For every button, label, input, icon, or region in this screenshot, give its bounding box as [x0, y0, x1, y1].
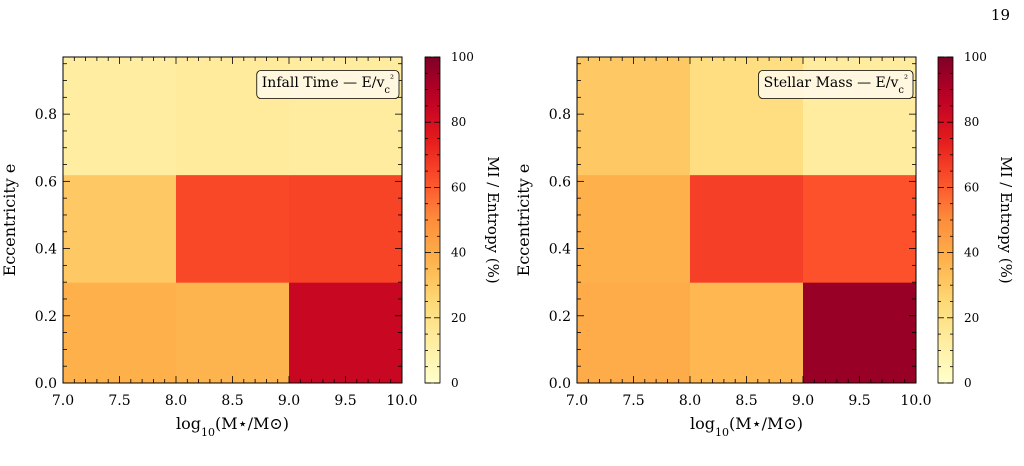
colorbar-tick-label: 40 [964, 246, 979, 260]
y-tick-label: 0.6 [549, 174, 571, 190]
colorbar-tick-label: 100 [451, 50, 474, 64]
colorbar-tick-label: 0 [451, 376, 459, 390]
colorbar-tick-label: 60 [964, 180, 979, 194]
colorbar-tick-label: 20 [964, 311, 979, 325]
heatmap-cell [63, 174, 177, 283]
x-tick-label: 10.0 [386, 393, 417, 409]
page-number: 19 [990, 6, 1010, 24]
y-tick-label: 0.4 [35, 242, 57, 258]
x-tick-label: 8.5 [735, 393, 757, 409]
colorbar-label: MI / Entropy (%) [997, 156, 1015, 284]
heatmap-panel-1: 7.0 7.5 8.0 8.5 9.0 9.5 10.0 0.0 0.2 0.4 0.6 0.8 log… [0, 50, 502, 439]
heatmap-cell [176, 282, 290, 384]
annotation-text: Stellar Mass — E/vc² [764, 74, 908, 96]
heatmap-cell [577, 174, 691, 283]
x-tick-label: 7.5 [622, 393, 644, 409]
x-tick-label: 9.0 [278, 393, 300, 409]
y-tick-label: 0.0 [35, 376, 57, 392]
y-tick-label: 0.6 [35, 174, 57, 190]
x-tick-label: 10.0 [900, 393, 931, 409]
y-tick-label: 0.4 [549, 242, 571, 258]
heatmap-cell [690, 174, 804, 283]
x-tick-label: 8.5 [221, 393, 243, 409]
heatmap-cell [176, 174, 290, 283]
colorbar-tick-label: 100 [964, 50, 987, 64]
colorbar: 0 20 40 60 80 100 MI / Entropy (%) [424, 50, 502, 390]
y-tick-label: 0.0 [549, 376, 571, 392]
colorbar-tick-label: 0 [964, 376, 972, 390]
y-axis-label: Eccentricity e [514, 164, 533, 277]
colorbar-tick-label: 20 [451, 311, 466, 325]
y-tick-label: 0.8 [35, 107, 57, 123]
heatmap-cell [63, 282, 177, 384]
x-tick-label: 7.5 [108, 393, 130, 409]
colorbar-label: MI / Entropy (%) [484, 156, 502, 284]
y-axis-label: Eccentricity e [0, 164, 19, 277]
heatmap-cell [803, 174, 917, 283]
heatmap-cell [690, 282, 804, 384]
y-tick-label: 0.2 [549, 309, 571, 325]
x-tick-label: 8.0 [165, 393, 187, 409]
x-tick-label: 8.0 [679, 393, 701, 409]
heatmap-cell [289, 282, 403, 384]
x-tick-label: 9.5 [334, 393, 356, 409]
x-axis-label: log10(M⋆/M⊙) [690, 414, 803, 439]
heatmap-cell [63, 57, 177, 176]
annotation-text: Infall Time — E/vc² [262, 74, 394, 96]
x-tick-label: 7.0 [52, 393, 74, 409]
heatmap-cell [577, 282, 691, 384]
y-tick-label: 0.8 [549, 107, 571, 123]
x-tick-label: 9.0 [792, 393, 814, 409]
colorbar-tick-label: 40 [451, 246, 466, 260]
x-tick-label: 7.0 [566, 393, 588, 409]
x-axis-label: log10(M⋆/M⊙) [176, 414, 289, 439]
heatmap-cell [289, 174, 403, 283]
colorbar-tick-label: 80 [964, 115, 979, 129]
colorbar-tick-label: 60 [451, 180, 466, 194]
heatmap-panel-2: 7.0 7.5 8.0 8.5 9.0 9.5 10.0 0.0 0.2 0.4 0.6 0.8 log… [514, 50, 1015, 439]
x-tick-label: 9.5 [848, 393, 870, 409]
colorbar-tick-label: 80 [451, 115, 466, 129]
heatmap-cell [577, 57, 691, 176]
annotation-box [758, 70, 914, 99]
colorbar: 0 20 40 60 80 100 MI / Entropy (%) [937, 50, 1015, 390]
y-tick-label: 0.2 [35, 309, 57, 325]
heatmap-cell [803, 282, 917, 384]
annotation-box [256, 70, 400, 99]
